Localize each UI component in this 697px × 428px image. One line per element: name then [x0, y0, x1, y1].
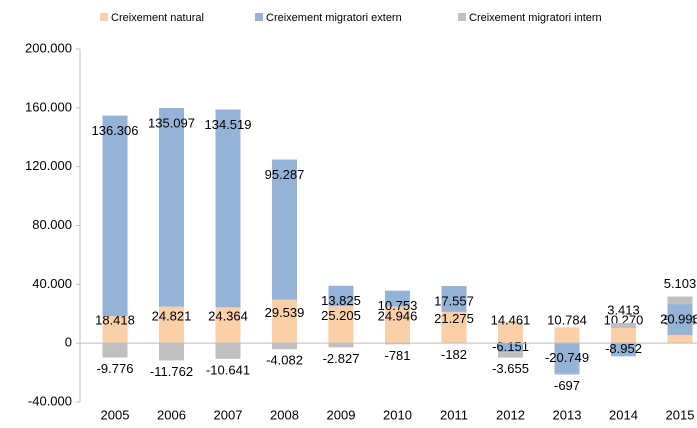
bar-segment	[385, 343, 410, 345]
bar-segment	[554, 327, 580, 344]
value-label: -6.151	[492, 339, 529, 354]
bar-segment	[215, 307, 241, 344]
x-tick-label: 2006	[157, 407, 186, 422]
x-tick-label: 2009	[327, 407, 356, 422]
value-label: 25.205	[321, 308, 361, 323]
value-label: -182	[441, 347, 467, 362]
x-tick-label: 2015	[666, 407, 695, 422]
x-tick-label: 2014	[609, 407, 638, 422]
x-tick-label: 2008	[270, 407, 299, 422]
legend-swatch	[100, 13, 108, 21]
bar-segment	[498, 343, 523, 353]
value-label: 10.753	[378, 298, 418, 313]
bar-segment	[102, 115, 128, 317]
bar-segment	[667, 304, 693, 335]
bar-segment	[159, 306, 184, 344]
bar-segment	[441, 311, 467, 344]
value-label: 136.306	[92, 123, 139, 138]
value-label: 24.364	[208, 309, 248, 324]
bar-segment	[611, 328, 636, 344]
bar-segment	[441, 286, 467, 312]
bar-segment	[272, 159, 297, 300]
y-tick-label: -40.000	[28, 393, 72, 408]
y-tick-label: 200.000	[25, 40, 72, 55]
value-label: -781	[384, 348, 410, 363]
y-tick-label: 0	[65, 335, 72, 350]
value-label: -3.655	[492, 361, 529, 376]
y-tick-label: 120.000	[25, 158, 72, 173]
value-label: -8.952	[605, 341, 642, 356]
value-label: -697	[554, 378, 580, 393]
bar-segment	[611, 343, 636, 357]
value-label: 13.825	[321, 293, 361, 308]
y-tick-label: 40.000	[32, 276, 72, 291]
value-label: 14.461	[491, 313, 531, 328]
bar-segment	[554, 373, 580, 375]
x-tick-label: 2011	[440, 407, 468, 422]
value-label: 20.996	[660, 312, 697, 327]
value-label: -4.082	[266, 353, 303, 368]
legend-label: Creixement migratori extern	[266, 12, 402, 24]
x-tick-label: 2013	[553, 407, 582, 422]
legend-label: Creixement migratori intern	[469, 12, 602, 24]
legend-swatch	[255, 13, 263, 21]
value-label: 18.418	[95, 313, 135, 328]
bar-segment	[215, 109, 241, 308]
bar-segment	[272, 299, 297, 344]
bar-segment	[385, 290, 410, 307]
bar-segment	[272, 343, 297, 350]
bar-segment	[215, 343, 241, 359]
value-label: 17.557	[434, 293, 474, 308]
bar-segment	[611, 323, 636, 329]
bar-segment	[667, 334, 693, 344]
bar-segment	[102, 343, 128, 358]
value-label: -10.641	[206, 362, 250, 377]
value-label: 95.287	[265, 167, 305, 182]
bar-segment	[328, 343, 354, 348]
value-label: 24.946	[378, 308, 418, 323]
bar-segment	[102, 316, 128, 344]
y-tick-label: 160.000	[25, 99, 72, 114]
x-tick-label: 2007	[214, 407, 243, 422]
value-label: 135.097	[148, 115, 195, 130]
bar-segment	[328, 306, 354, 344]
value-label: -20.749	[545, 350, 589, 365]
bar-segment	[554, 343, 580, 374]
bar-segment	[328, 285, 354, 307]
bar-segment	[159, 107, 184, 307]
x-tick-label: 2005	[101, 407, 130, 422]
bar-segment	[498, 321, 523, 344]
value-label: 24.821	[152, 308, 192, 323]
bar-segment	[498, 352, 523, 358]
value-label: 3.413	[607, 302, 640, 317]
bar-segment	[385, 306, 410, 344]
value-label: -9.776	[97, 361, 134, 376]
x-tick-label: 2012	[496, 407, 525, 422]
value-label: 21.275	[434, 311, 474, 326]
value-label: 29.539	[265, 305, 305, 320]
x-tick-label: 2010	[383, 407, 412, 422]
value-label: 134.519	[205, 117, 252, 132]
bar-segment	[159, 343, 184, 361]
legend-label: Creixement natural	[111, 12, 204, 24]
bar-segment	[667, 296, 693, 305]
value-label: 5.103	[664, 276, 697, 291]
value-label: -11.762	[150, 364, 193, 379]
legend-swatch	[458, 13, 466, 21]
y-tick-label: 80.000	[32, 217, 72, 232]
value-label: 10.784	[547, 313, 587, 328]
value-label: -2.827	[323, 351, 360, 366]
